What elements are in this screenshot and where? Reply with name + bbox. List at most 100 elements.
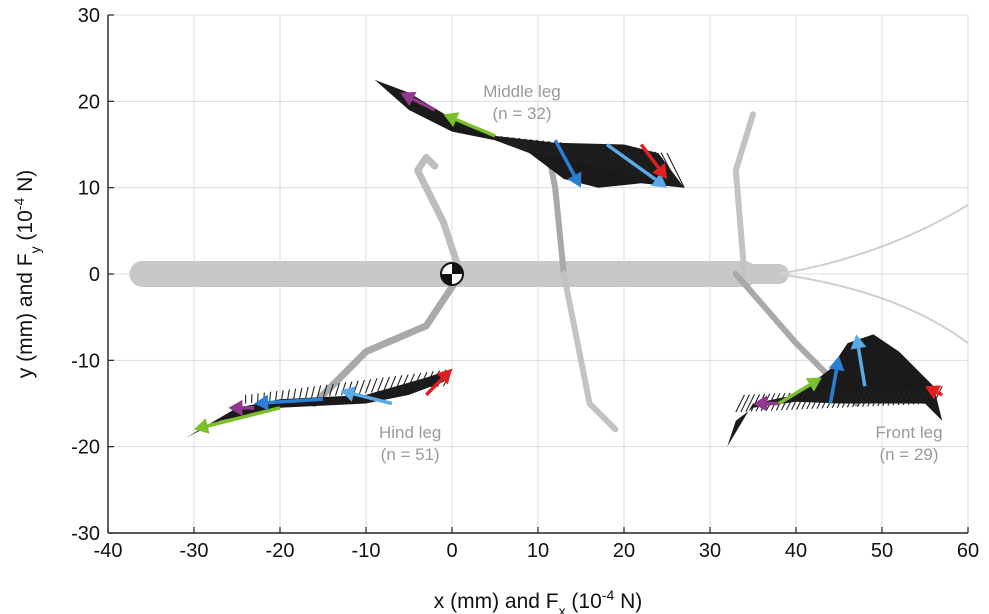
- force-vector-line: [821, 390, 832, 409]
- force-vector-line: [518, 137, 544, 155]
- force-vector-line: [831, 390, 842, 409]
- y-tick-label: 30: [78, 5, 100, 27]
- antenna-left: [778, 204, 968, 275]
- force-arrow-shaft: [828, 369, 839, 404]
- force-vector-line: [666, 152, 685, 188]
- y-tick-label: -10: [71, 350, 100, 372]
- y-axis-label: y (mm) and Fy (10-4 N): [11, 170, 43, 378]
- force-arrow-head: [400, 91, 417, 107]
- x-tick-label: 20: [613, 540, 635, 562]
- force-vector-line: [412, 372, 422, 390]
- force-vector-line: [816, 391, 827, 409]
- leg-force-outline: [727, 334, 943, 447]
- force-vector-line: [595, 145, 618, 172]
- force-arrow-head: [228, 399, 243, 416]
- force-vector-line: [305, 386, 309, 399]
- force-arrow-shaft: [639, 143, 661, 169]
- force-arrow-shaft: [412, 97, 436, 112]
- force-vector-line: [601, 146, 623, 174]
- force-vector-line: [424, 371, 434, 389]
- force-arrow-head: [828, 356, 845, 372]
- force-vector-line: [334, 382, 340, 396]
- force-vector-line: [328, 383, 334, 397]
- middle-leg-segment: [414, 153, 465, 278]
- antenna-right: [778, 273, 968, 344]
- y-tick-label: 10: [78, 178, 100, 200]
- force-vector-line: [559, 142, 584, 164]
- leg-name-label: Middle leg: [483, 82, 561, 101]
- force-vector-line: [257, 393, 259, 403]
- y-tick-label: 20: [78, 91, 100, 113]
- force-vector-line: [406, 373, 415, 390]
- force-arrow-shaft: [605, 143, 657, 181]
- force-arrow-head: [443, 112, 460, 128]
- force-vector-line: [851, 389, 862, 408]
- y-tick-label: 0: [89, 264, 100, 286]
- force-vector-line: [902, 387, 913, 406]
- force-arrow-shaft: [207, 406, 281, 428]
- x-tick-label: 40: [785, 540, 807, 562]
- force-vector-line: [506, 136, 533, 152]
- force-arrow-head: [652, 163, 667, 180]
- force-vector-line: [577, 143, 601, 168]
- leg-name-label: Hind leg: [379, 423, 441, 442]
- force-vector-line: [791, 392, 801, 410]
- x-tick-label: -40: [94, 540, 123, 562]
- force-arrow-shaft: [777, 383, 811, 405]
- insect-body-silhouette: [129, 111, 968, 433]
- force-vector-line: [394, 375, 403, 391]
- force-vector-line: [907, 387, 918, 405]
- leg-force-outline: [185, 369, 452, 438]
- force-vector-line: [846, 389, 857, 408]
- axes: -40 -30 -20 -10 0 10 20 30 40 50 60-30-20-10010203…: [71, 5, 979, 562]
- force-vector-line: [287, 389, 290, 400]
- force-vector-line: [340, 382, 347, 396]
- force-vector-line: [418, 371, 428, 389]
- force-vector-line: [933, 385, 943, 404]
- leg-group: Front leg (n = 29): [727, 334, 943, 464]
- leg-force-traces: Middle leg (n = 32) Hind leg (n = 51) Front …: [185, 79, 943, 464]
- force-arrow-head: [753, 395, 767, 412]
- force-vector-line: [811, 391, 821, 410]
- force-vector-line: [494, 135, 522, 150]
- hind-leg-segment: [310, 270, 465, 407]
- force-vector-line: [376, 377, 384, 393]
- force-vector-line: [275, 390, 278, 401]
- force-vector-line: [857, 389, 867, 408]
- force-vector-line: [877, 388, 887, 407]
- force-vector-line: [589, 145, 612, 171]
- y-tick-label: -30: [71, 523, 100, 545]
- x-tick-label: 0: [446, 540, 457, 562]
- force-vector-line: [607, 146, 629, 175]
- force-vector-line: [836, 390, 847, 408]
- mid-leg-lower: [560, 271, 619, 433]
- force-vector-line: [872, 388, 882, 407]
- force-arrow-head: [850, 334, 867, 350]
- force-arrow-shaft: [856, 347, 867, 387]
- leg-name-label: Front leg: [875, 423, 942, 442]
- force-vector-line: [382, 376, 390, 392]
- force-arrow-shaft: [455, 118, 496, 138]
- force-vector-line: [745, 394, 756, 412]
- force-arrow-shaft: [936, 390, 943, 397]
- force-vector-line: [867, 388, 877, 407]
- force-arrow-head: [925, 385, 942, 400]
- force-vector-line: [500, 135, 527, 151]
- force-vector-line: [801, 391, 811, 410]
- leg-sample-label: (n = 29): [879, 445, 938, 464]
- force-vector-line: [293, 388, 297, 400]
- force-vector-line: [536, 139, 561, 159]
- leg-sample-label: (n = 32): [492, 104, 551, 123]
- force-arrow-head: [254, 394, 269, 411]
- force-vector-line: [542, 140, 567, 160]
- x-tick-label: -20: [266, 540, 295, 562]
- force-vector-line: [299, 387, 303, 399]
- force-arrow-shaft: [353, 392, 393, 406]
- force-vector-line: [524, 138, 550, 156]
- force-arrow-head: [567, 171, 582, 188]
- force-vector-line: [841, 389, 852, 408]
- front-leg-upper: [732, 111, 756, 277]
- force-arrow-head: [436, 368, 452, 385]
- force-vector-line: [892, 387, 903, 406]
